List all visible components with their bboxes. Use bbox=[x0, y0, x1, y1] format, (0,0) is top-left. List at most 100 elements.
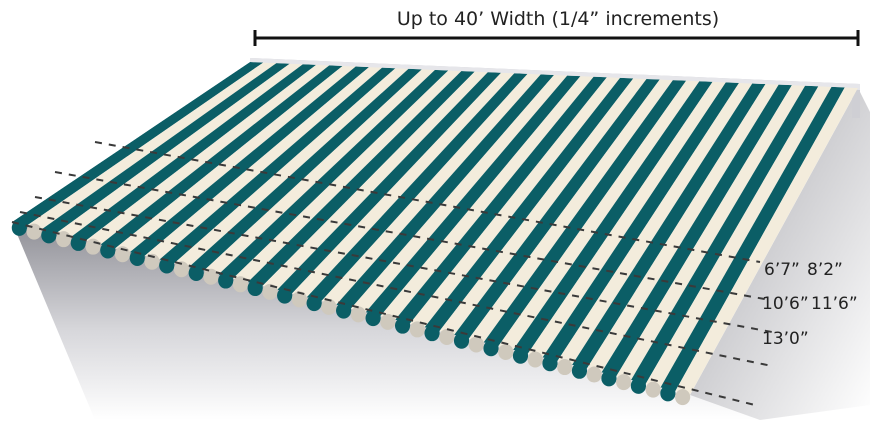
canopy-stripe bbox=[41, 63, 290, 234]
canopy-stripe bbox=[247, 71, 475, 286]
canopy-stripe bbox=[631, 85, 819, 384]
valance-scallop bbox=[291, 291, 308, 308]
valance-scallop bbox=[85, 238, 101, 255]
canopy-stripe bbox=[601, 84, 792, 377]
valance-scallop bbox=[557, 359, 573, 376]
valance-scallop bbox=[203, 268, 219, 285]
valance-scallop bbox=[586, 366, 602, 383]
valance-scallop bbox=[188, 265, 204, 282]
valance-scallop bbox=[601, 370, 617, 387]
canopy-stripe bbox=[675, 87, 858, 395]
projection-label-8-2: 8’2” bbox=[807, 260, 843, 280]
projection-lines bbox=[11, 141, 773, 406]
canopy-stripe bbox=[159, 67, 396, 264]
valance-scallop bbox=[321, 298, 337, 315]
valance-scallop bbox=[409, 321, 425, 338]
valance-scallop bbox=[498, 343, 514, 360]
canopy-stripe bbox=[542, 82, 740, 362]
canopy-stripe bbox=[351, 75, 568, 313]
valance-scallop bbox=[630, 377, 647, 394]
projection-dashed-line bbox=[94, 141, 761, 263]
canopy-stripe bbox=[498, 80, 700, 350]
canopy-stripe bbox=[203, 69, 436, 275]
canopy-stripe bbox=[70, 64, 317, 241]
canopy-stripe bbox=[586, 84, 779, 373]
valance-scallop bbox=[527, 351, 543, 368]
canopy-stripe bbox=[645, 86, 832, 388]
canopy-stripe bbox=[129, 66, 369, 256]
valance-scallop bbox=[645, 381, 661, 398]
valance-scallop bbox=[616, 374, 632, 391]
canopy-stripe bbox=[26, 62, 277, 230]
valance-scallop bbox=[453, 332, 470, 349]
canopy-stripe bbox=[572, 83, 766, 369]
projection-dashed-line bbox=[54, 171, 771, 301]
canopy-stripe bbox=[336, 74, 554, 309]
valance-scallop bbox=[350, 306, 366, 323]
canopy-stripe bbox=[218, 69, 449, 279]
valance-scallop bbox=[365, 310, 381, 327]
valance-scallop bbox=[380, 313, 396, 330]
canopy-stripe bbox=[12, 62, 264, 226]
canopy-stripe bbox=[468, 79, 673, 343]
canopy-stripe bbox=[527, 81, 726, 358]
canopy-stripe bbox=[513, 81, 713, 354]
canopy-stripe bbox=[483, 80, 687, 347]
valance-scallop bbox=[483, 340, 499, 357]
projection-dashed-line bbox=[19, 211, 773, 367]
canopy-stripe bbox=[100, 65, 343, 249]
canopy-stripe bbox=[188, 68, 422, 271]
side-wall-shadow bbox=[690, 88, 870, 420]
canopy-stripe bbox=[409, 77, 621, 328]
canopy-stripe bbox=[365, 75, 581, 317]
valance-scallop bbox=[660, 385, 676, 402]
valance-scallop bbox=[144, 253, 160, 270]
valance-scallop bbox=[542, 355, 558, 372]
projection-label-10-6: 10’6” bbox=[762, 294, 809, 314]
canopy-stripe bbox=[144, 67, 383, 260]
valance-scallop bbox=[512, 347, 529, 364]
projection-dashed-line bbox=[11, 221, 756, 406]
canopy-stripe bbox=[660, 86, 845, 392]
valance-scallop bbox=[439, 328, 455, 345]
canopy-stripe bbox=[292, 72, 515, 298]
valance-scallop bbox=[41, 227, 57, 244]
valance-scallop bbox=[306, 295, 322, 312]
canopy-stripe bbox=[380, 76, 594, 320]
valance-scallop bbox=[262, 283, 278, 300]
projection-label-11-6: 11’6” bbox=[811, 294, 858, 314]
canopy-stripe bbox=[115, 65, 356, 253]
canopy-stripe bbox=[233, 70, 462, 283]
valance-scallop bbox=[173, 261, 190, 278]
width-dimension bbox=[253, 30, 860, 46]
canopy-stripe bbox=[321, 73, 541, 305]
canopy-stripe bbox=[306, 73, 528, 301]
valance-scallop bbox=[232, 276, 249, 293]
valance-scallop bbox=[277, 287, 293, 304]
canopy-stripe bbox=[395, 76, 607, 324]
projection-label-6-7: 6’7” bbox=[764, 260, 800, 280]
canopy-stripe bbox=[557, 82, 753, 365]
valance-scallop bbox=[571, 362, 588, 379]
valance-scallop bbox=[247, 280, 263, 297]
canopy-stripe bbox=[85, 64, 330, 245]
canopy-stripe bbox=[262, 71, 488, 290]
valance-scallop bbox=[675, 389, 691, 406]
canopy-stripe bbox=[439, 78, 647, 335]
canopy-stripe bbox=[616, 85, 806, 380]
valance-scallop bbox=[394, 317, 411, 334]
canopy-stripe bbox=[424, 77, 634, 332]
canopy-stripe bbox=[56, 63, 303, 238]
width-label: Up to 40’ Width (1/4” increments) bbox=[397, 8, 719, 30]
canopy-stripes bbox=[12, 62, 858, 395]
canopy-stripe bbox=[277, 72, 502, 294]
canopy-stripe bbox=[454, 78, 660, 339]
valance-scallop bbox=[468, 336, 484, 353]
valance-scallop bbox=[424, 325, 440, 342]
valance-scallop bbox=[26, 223, 42, 240]
canopy-stripe bbox=[174, 68, 409, 268]
valance-scallop bbox=[159, 257, 175, 274]
projection-label-13-0: 13’0” bbox=[762, 329, 809, 349]
valance-scallop bbox=[336, 302, 352, 319]
